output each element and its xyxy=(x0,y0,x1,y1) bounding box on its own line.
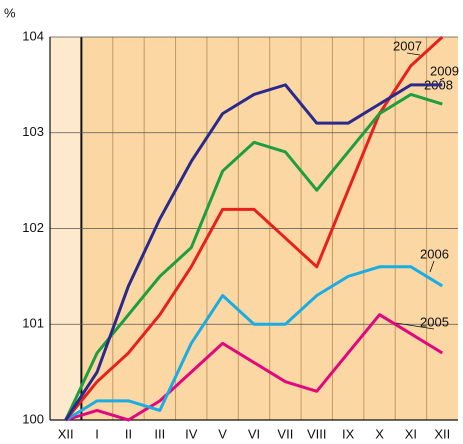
series-label: 2007 xyxy=(393,38,422,53)
x-tick-label: II xyxy=(125,426,132,441)
series-line xyxy=(64,83,443,421)
y-tick-label: 101 xyxy=(22,316,44,331)
x-tick-label: XII xyxy=(434,426,450,441)
x-tick-label: V xyxy=(218,426,227,441)
x-tick-label: X xyxy=(375,426,384,441)
label-leader xyxy=(406,52,421,56)
y-tick-label: 104 xyxy=(22,28,44,43)
series-label: 2009 xyxy=(430,63,459,78)
x-tick-label: III xyxy=(154,426,165,441)
series-line xyxy=(65,313,444,422)
label-leader xyxy=(395,322,435,330)
series-label: 2005 xyxy=(420,314,449,329)
y-tick-label: 100 xyxy=(22,411,44,426)
series-label: 2006 xyxy=(420,246,449,261)
series-line xyxy=(64,92,443,421)
x-tick-label: XII xyxy=(58,426,74,441)
y-axis-label: % xyxy=(4,5,16,20)
y-tick-label: 103 xyxy=(22,124,44,139)
x-tick-label: VII xyxy=(277,426,293,441)
x-tick-label: IV xyxy=(185,426,198,441)
x-tick-label: VI xyxy=(248,426,260,441)
x-tick-label: VIII xyxy=(307,426,327,441)
label-leader xyxy=(429,260,435,273)
x-tick-label: I xyxy=(95,426,99,441)
x-tick-label: XI xyxy=(405,426,417,441)
series-line xyxy=(64,265,444,422)
x-tick-label: IX xyxy=(342,426,355,441)
label-leader xyxy=(439,77,445,81)
y-tick-label: 102 xyxy=(22,220,44,235)
